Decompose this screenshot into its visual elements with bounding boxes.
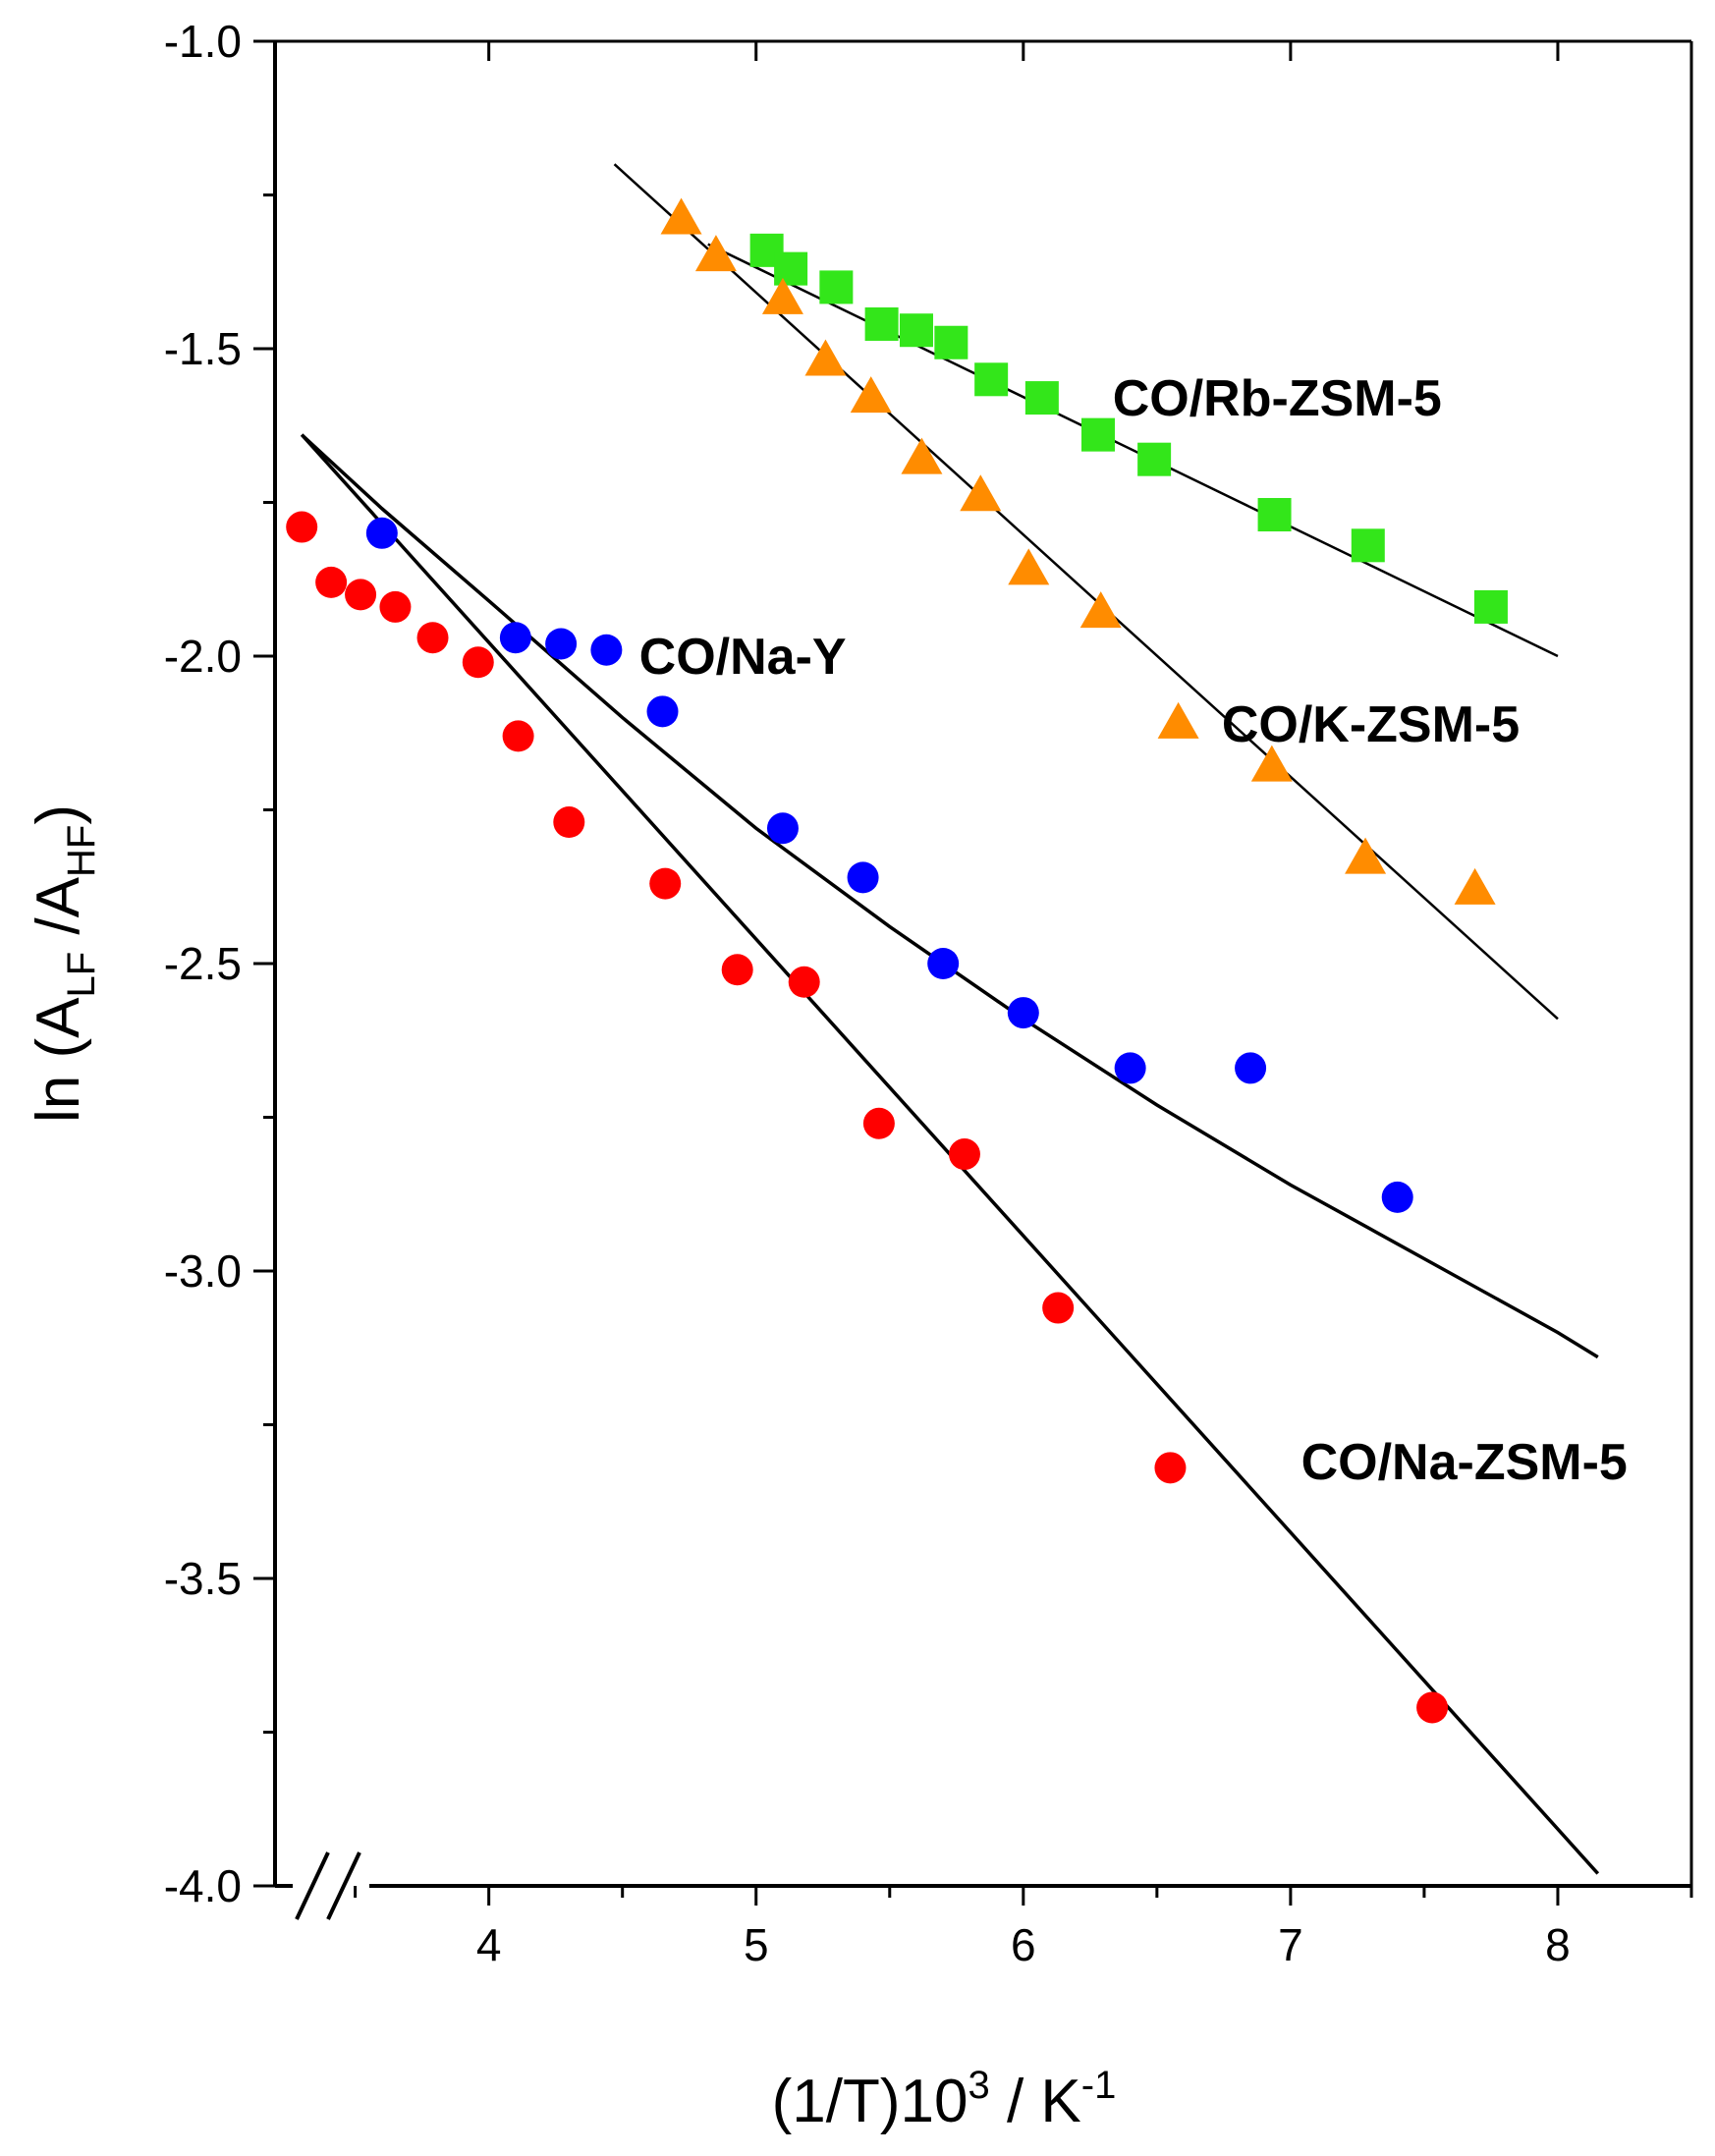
y-tick-label: -4.0 [164, 1860, 242, 1911]
y-axis-title-part: /A [25, 876, 92, 951]
y-axis-title-part: ln (A [25, 997, 92, 1123]
data-point [1137, 442, 1172, 476]
y-tick-label: -1.5 [164, 323, 242, 374]
data-point [1114, 1052, 1146, 1084]
data-point [850, 376, 892, 414]
y-tick-label: -2.0 [164, 631, 242, 682]
data-point [1257, 498, 1292, 532]
data-point [1454, 867, 1496, 905]
data-point [948, 1138, 980, 1171]
fit-line [301, 433, 1599, 1359]
data-point [804, 339, 847, 376]
axes [273, 39, 1693, 1920]
data-point [499, 622, 531, 654]
data-point [899, 313, 933, 348]
axis-break-mark [295, 1852, 330, 1920]
data-point [286, 511, 318, 543]
data-point [345, 579, 377, 611]
x-axis-title-part: 3 [968, 2064, 989, 2107]
data-point [379, 590, 412, 623]
axis-break-mark [326, 1852, 361, 1920]
y-tick-label: -3.5 [164, 1553, 242, 1604]
data-point [1250, 745, 1293, 782]
data-point [862, 1107, 895, 1139]
data-point [960, 474, 1002, 512]
x-tick-label: 4 [476, 1919, 502, 1970]
series-annotation: CO/K-ZSM-5 [1222, 696, 1520, 753]
x-axis-title-part: (1/T)10 [772, 2068, 968, 2135]
data-point [1024, 381, 1059, 415]
data-point [934, 325, 968, 359]
x-axis-title: (1/T)103 / K-1 [772, 2064, 1117, 2135]
data-point [365, 517, 398, 549]
data-point [1079, 591, 1122, 629]
data-point [502, 720, 534, 752]
data-point [315, 566, 348, 598]
y-tick-label: -2.5 [164, 938, 242, 989]
data-point [1008, 548, 1050, 585]
data-point [1345, 837, 1387, 874]
x-tick-label: 5 [744, 1919, 769, 1970]
labels: CO/Rb-ZSM-5 CO/K-ZSM-5 CO/Na-Y CO/Na-ZSM-5 (… [25, 370, 1628, 2135]
data-point [721, 954, 753, 986]
data-point [1235, 1052, 1267, 1084]
data-point [1042, 1292, 1075, 1324]
series-annotation: CO/Rb-ZSM-5 [1113, 370, 1442, 427]
ticks: 4 5 6 7 8 -4.0 -3.5 -3.0 -2.5 -2.0 -1.5 -1.0 [164, 16, 1693, 1970]
series-annotation: CO/Na-Y [639, 629, 847, 686]
series-annotation: CO/Na-ZSM-5 [1301, 1434, 1628, 1491]
y-tick-label: -1.0 [164, 16, 242, 67]
data-point [864, 306, 899, 341]
data-point [553, 806, 585, 839]
data-point [649, 867, 682, 900]
data-point [1381, 1181, 1413, 1213]
fit-line [707, 243, 1559, 658]
data-point [766, 812, 799, 845]
y-axis-title-part: LF [60, 952, 103, 998]
data-point [901, 437, 943, 474]
data-point [660, 197, 702, 235]
data-points [286, 197, 1508, 1724]
data-point [761, 277, 803, 314]
fit-line [613, 163, 1559, 1021]
data-point [774, 251, 808, 286]
data-point [646, 695, 679, 728]
y-axis-title: ln (ALF /AHF) [25, 804, 103, 1123]
data-point [1080, 417, 1115, 452]
data-point [1157, 701, 1199, 739]
data-point [974, 362, 1009, 397]
data-point [927, 948, 960, 979]
data-point [1007, 997, 1039, 1029]
data-point [1473, 589, 1508, 624]
data-point [462, 646, 494, 679]
data-point [1154, 1452, 1187, 1484]
x-tick-label: 8 [1545, 1919, 1571, 1970]
x-tick-label: 7 [1278, 1919, 1303, 1970]
data-point [416, 622, 449, 654]
y-axis-title-part: ) [25, 804, 92, 825]
x-tick-label: 6 [1011, 1919, 1036, 1970]
data-point [545, 628, 578, 660]
x-axis-title-part: / K [990, 2068, 1081, 2135]
data-point [590, 634, 623, 666]
data-point [847, 861, 879, 894]
y-tick-label: -3.0 [164, 1245, 242, 1297]
y-axis-title-part: HF [60, 825, 103, 877]
data-point [1416, 1691, 1449, 1724]
x-axis-title-part: -1 [1081, 2064, 1117, 2107]
data-point [1351, 528, 1385, 563]
data-point [694, 235, 737, 272]
data-point [788, 966, 820, 998]
data-point [819, 270, 854, 304]
